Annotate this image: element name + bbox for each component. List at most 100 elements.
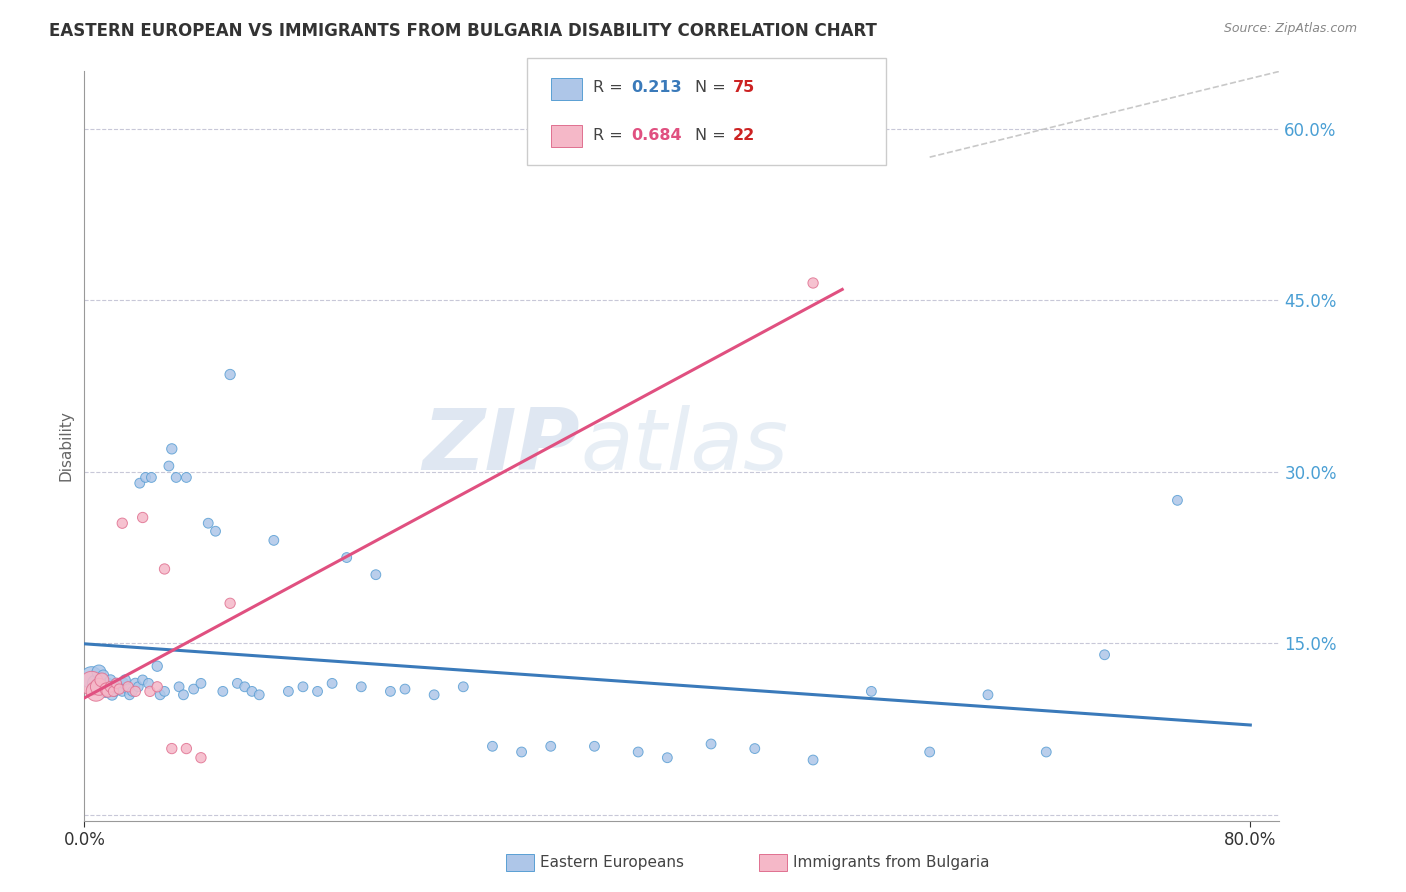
Point <box>153 562 176 576</box>
Point <box>321 676 343 690</box>
Text: Source: ZipAtlas.com: Source: ZipAtlas.com <box>1223 22 1357 36</box>
Point <box>1035 745 1057 759</box>
Point <box>121 684 143 698</box>
Point <box>226 676 249 690</box>
Point <box>364 567 387 582</box>
Point <box>111 684 134 698</box>
Point <box>114 673 136 687</box>
Text: EASTERN EUROPEAN VS IMMIGRANTS FROM BULGARIA DISABILITY CORRELATION CHART: EASTERN EUROPEAN VS IMMIGRANTS FROM BULG… <box>49 22 877 40</box>
Point <box>176 470 198 484</box>
Point <box>247 688 270 702</box>
Point <box>103 680 125 694</box>
Point <box>124 676 146 690</box>
Point <box>141 470 163 484</box>
Point <box>233 680 256 694</box>
Point <box>583 739 606 754</box>
Point <box>211 684 233 698</box>
Point <box>172 688 194 702</box>
Text: R =: R = <box>593 128 628 143</box>
Point <box>263 533 285 548</box>
Point <box>277 684 299 698</box>
Text: Eastern Europeans: Eastern Europeans <box>540 855 683 870</box>
Text: N =: N = <box>695 80 731 95</box>
Text: atlas: atlas <box>581 404 789 488</box>
Point <box>219 596 242 610</box>
Point <box>112 676 135 690</box>
Point <box>110 680 132 694</box>
Point <box>105 676 128 690</box>
Point <box>107 682 129 697</box>
Point <box>149 688 172 702</box>
Text: ZIP: ZIP <box>423 404 581 488</box>
Point <box>801 753 824 767</box>
Point <box>84 676 107 690</box>
Point <box>167 680 190 694</box>
Point <box>240 684 263 698</box>
Point <box>183 682 205 697</box>
Point <box>80 676 103 690</box>
Point <box>100 673 122 687</box>
Point <box>89 682 111 697</box>
Text: 22: 22 <box>733 128 755 143</box>
Point <box>104 684 127 698</box>
Point <box>380 684 402 698</box>
Point <box>135 470 157 484</box>
Point <box>977 688 1000 702</box>
Point <box>219 368 242 382</box>
Point <box>100 680 122 694</box>
Point <box>97 676 120 690</box>
Point <box>139 684 162 698</box>
Text: 75: 75 <box>733 80 755 95</box>
Point <box>90 673 112 687</box>
Point <box>744 741 766 756</box>
Point <box>307 684 329 698</box>
Point <box>146 680 169 694</box>
Point <box>124 684 146 698</box>
Point <box>98 680 121 694</box>
Point <box>101 688 124 702</box>
Point <box>117 680 139 694</box>
Point <box>165 470 187 484</box>
Text: 0.213: 0.213 <box>631 80 682 95</box>
Point <box>1094 648 1116 662</box>
Point <box>84 684 107 698</box>
Point <box>118 688 141 702</box>
Point <box>157 458 180 473</box>
Point <box>153 684 176 698</box>
Point <box>97 684 120 698</box>
Point <box>127 680 149 694</box>
Point <box>918 745 941 759</box>
Point <box>131 510 153 524</box>
Point <box>700 737 723 751</box>
Point <box>131 673 153 687</box>
Point <box>190 750 212 764</box>
Point <box>128 476 150 491</box>
Point <box>860 684 883 698</box>
Point <box>117 682 139 697</box>
Point <box>801 276 824 290</box>
Point <box>103 684 125 698</box>
Text: 0.684: 0.684 <box>631 128 682 143</box>
Point <box>394 682 416 697</box>
Point <box>336 550 359 565</box>
Point <box>138 676 160 690</box>
Point <box>96 682 118 697</box>
Point <box>96 684 118 698</box>
Point <box>80 671 103 685</box>
Point <box>627 745 650 759</box>
Point <box>423 688 446 702</box>
Point <box>350 680 373 694</box>
Point <box>510 745 533 759</box>
Point <box>481 739 503 754</box>
Text: R =: R = <box>593 80 628 95</box>
Point <box>108 682 131 697</box>
Text: Immigrants from Bulgaria: Immigrants from Bulgaria <box>793 855 990 870</box>
Point <box>190 676 212 690</box>
Point <box>160 442 183 456</box>
Point <box>291 680 314 694</box>
Point <box>105 676 128 690</box>
Y-axis label: Disability: Disability <box>58 410 73 482</box>
Point <box>1166 493 1188 508</box>
Point <box>111 516 134 531</box>
Point <box>176 741 198 756</box>
